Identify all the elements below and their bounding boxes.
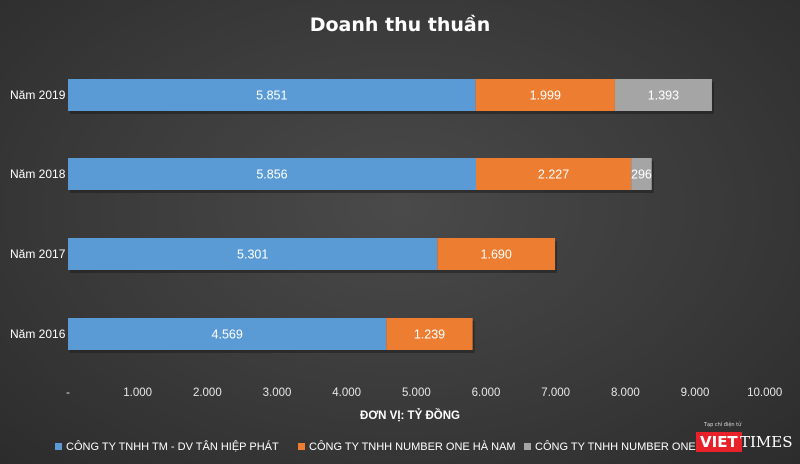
bar-segment — [68, 318, 387, 350]
x-axis-title: ĐƠN VỊ: TỶ ĐỒNG — [360, 409, 460, 422]
x-tick-label: 3.000 — [263, 387, 292, 399]
data-label: 1.999 — [530, 89, 561, 103]
bar-segment — [631, 158, 652, 190]
legend-swatch — [298, 443, 305, 450]
category-label: Năm 2017 — [10, 247, 66, 261]
x-tick-label: 2.000 — [193, 387, 222, 399]
x-tick-label: 8.000 — [611, 387, 640, 399]
logo-viet: VIET — [696, 432, 742, 452]
x-tick-label: 9.000 — [681, 387, 710, 399]
x-tick-label: - — [66, 387, 70, 399]
legend-label: CÔNG TY TNHH NUMBER ONE HÀ NAM — [309, 440, 516, 453]
x-tick-label: 1.000 — [123, 387, 152, 399]
bar-segment — [68, 79, 476, 111]
legend: CÔNG TY TNHH TM - DV TÂN HIỆP PHÁT CÔNG T… — [55, 440, 742, 453]
bars-group: 4.569 1.239 5.301 1.690 5.856 2.227 296 5.851 1.… — [68, 79, 714, 353]
viettimes-logo: Tạp chí điện tử VIET TIMES — [696, 422, 796, 456]
category-labels: Năm 2016 Năm 2017 Năm 2018 Năm 2019 — [10, 88, 66, 341]
bar-segment — [614, 79, 712, 111]
x-tick-label: 6.000 — [472, 387, 501, 399]
x-axis-ticks: - 1.000 2.000 3.000 4.000 5.000 6.000 7.000 8.00… — [66, 387, 782, 399]
legend-swatch — [55, 443, 62, 450]
x-tick-label: 7.000 — [541, 387, 570, 399]
data-label: 1.393 — [648, 89, 679, 103]
legend-swatch — [524, 443, 531, 450]
category-label: Năm 2016 — [10, 327, 66, 341]
data-label: 5.856 — [256, 168, 287, 182]
data-label: 1.239 — [414, 328, 445, 342]
data-label: 5.301 — [237, 248, 268, 262]
x-tick-label: 4.000 — [332, 387, 361, 399]
logo-times: TIMES — [740, 433, 793, 451]
bar-segment — [475, 79, 615, 111]
logo-tagline: Tạp chí điện tử — [704, 422, 742, 428]
chart-title: Doanh thu thuần — [310, 13, 491, 36]
legend-label: CÔNG TY TNHH NUMBER ONE CHU LAI — [535, 440, 742, 453]
category-label: Năm 2019 — [10, 88, 66, 102]
bar-segment — [386, 318, 473, 350]
legend-label: CÔNG TY TNHH TM - DV TÂN HIỆP PHÁT — [66, 440, 279, 453]
category-label: Năm 2018 — [10, 167, 66, 181]
x-tick-label: 5.000 — [402, 387, 431, 399]
x-tick-label: 10.000 — [747, 387, 782, 399]
data-label: 4.569 — [212, 328, 243, 342]
bar-segment — [437, 238, 556, 270]
bar-segment — [475, 158, 632, 190]
data-label: 296 — [631, 168, 652, 182]
data-label: 1.690 — [481, 248, 512, 262]
data-label: 2.227 — [538, 168, 569, 182]
data-label: 5.851 — [256, 89, 287, 103]
bar-segment — [68, 238, 438, 270]
bar-segment — [68, 158, 476, 190]
